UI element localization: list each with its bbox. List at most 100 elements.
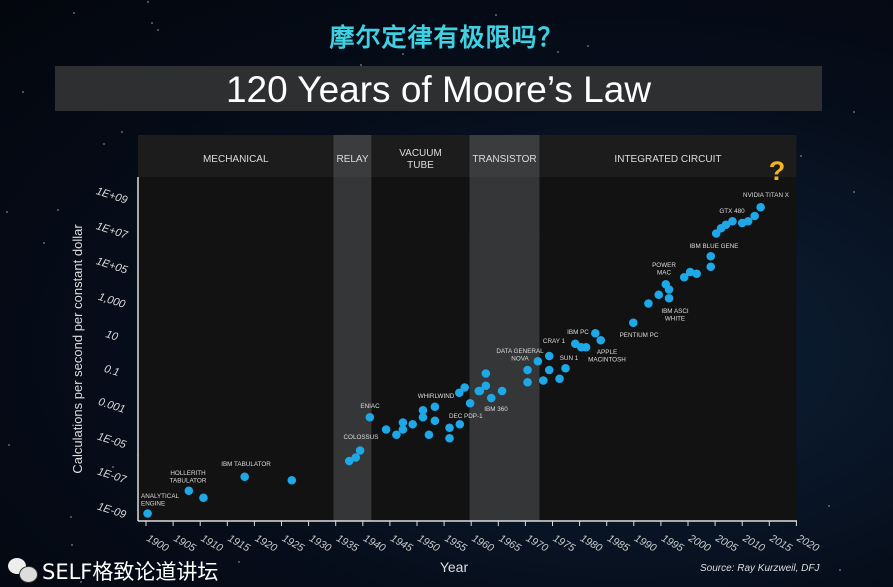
x-tick-label: 1945 — [388, 532, 414, 554]
star — [111, 465, 114, 468]
data-point — [365, 412, 375, 422]
point-annotation: IBM TABULATOR — [221, 461, 271, 468]
data-point — [418, 412, 428, 422]
data-point — [408, 419, 417, 429]
era-band — [138, 135, 334, 521]
x-tick-label: 1905 — [171, 532, 197, 554]
x-tick-label: 1930 — [307, 532, 333, 554]
data-point — [533, 356, 543, 366]
data-point — [143, 509, 152, 518]
data-point — [398, 425, 408, 434]
data-point — [692, 269, 701, 279]
point-annotation: ENGINE — [141, 501, 165, 508]
point-annotation: GTX 480 — [719, 208, 745, 215]
point-annotation: DEC PDP-1 — [449, 413, 483, 420]
data-point — [445, 433, 454, 443]
star — [800, 155, 803, 158]
era-label: RELAY — [336, 154, 368, 165]
point-annotation: SUN 1 — [560, 355, 579, 362]
star — [70, 515, 73, 518]
data-point — [706, 262, 716, 272]
x-tick-label: 2010 — [740, 532, 767, 555]
point-annotation: PENTIUM PC — [620, 332, 659, 339]
x-tick-label: 1950 — [415, 532, 441, 554]
data-point — [743, 216, 753, 226]
point-annotation: NOVA — [511, 356, 529, 363]
era-band — [539, 135, 797, 521]
data-point — [481, 381, 491, 391]
star — [71, 543, 74, 546]
star — [587, 44, 590, 47]
star — [557, 50, 560, 53]
x-tick-label: 1990 — [632, 532, 658, 554]
data-point — [728, 216, 737, 226]
y-tick-label: 10 — [104, 328, 120, 343]
star — [766, 568, 769, 571]
point-annotation: TABULATOR — [170, 478, 207, 485]
data-point — [398, 418, 408, 427]
x-tick-label: 2020 — [794, 532, 821, 555]
y-tick-label: 1E-07 — [96, 466, 128, 487]
data-point — [481, 369, 491, 378]
star — [360, 64, 363, 66]
x-tick-label: 1910 — [199, 532, 225, 554]
x-tick-label: 2015 — [767, 532, 794, 555]
era-header — [371, 135, 470, 177]
data-point — [750, 211, 759, 221]
x-tick-label: 1985 — [605, 532, 631, 554]
point-annotation: WHIRLWIND — [418, 393, 455, 400]
title-band: 120 Years of Moore’s Law — [55, 66, 822, 111]
data-point — [454, 388, 464, 398]
era-header — [138, 135, 334, 177]
x-tick-label: 1940 — [361, 532, 387, 554]
star — [402, 52, 405, 55]
data-point — [555, 374, 564, 384]
point-annotation: WHITE — [665, 316, 685, 323]
data-point — [455, 419, 465, 429]
data-point — [392, 430, 401, 440]
point-annotation: ENIAC — [360, 403, 380, 410]
data-point — [381, 425, 391, 434]
star — [852, 190, 855, 193]
data-point — [591, 328, 600, 338]
point-annotation: DATA GENERAL — [496, 348, 544, 355]
star — [103, 143, 106, 146]
data-point — [418, 405, 428, 415]
y-tick-label: 1E-09 — [96, 501, 128, 521]
point-annotation: ANALYTICAL — [141, 493, 180, 500]
point-annotation: MACINTOSH — [588, 357, 626, 364]
y-tick-label: 1E-05 — [96, 431, 128, 452]
data-point — [351, 453, 361, 462]
x-tick-label: 2000 — [686, 532, 713, 555]
x-tick-label: 1960 — [470, 532, 496, 554]
point-annotation: HOLLERITH — [170, 470, 206, 477]
star — [57, 208, 60, 211]
data-point — [664, 285, 674, 294]
data-point — [475, 386, 485, 396]
chinese-title: 摩尔定律有极限吗？ — [329, 23, 564, 52]
era-label: VACUUM — [399, 148, 442, 159]
data-point — [460, 383, 469, 392]
y-tick-label: 1,000 — [97, 291, 128, 311]
x-tick-label: 1955 — [442, 532, 468, 554]
era-band — [371, 135, 470, 521]
point-annotation: IBM ASCI — [661, 308, 689, 315]
y-tick-label: 1E+05 — [95, 255, 130, 277]
point-annotation: APPLE — [597, 349, 617, 356]
y-axis-title: Calculations per second per constant dol… — [70, 224, 85, 474]
x-tick-label: 1970 — [524, 532, 550, 554]
data-point — [445, 423, 454, 433]
point-annotation: IBM PC — [567, 329, 589, 336]
wechat-icon — [8, 558, 38, 584]
star — [146, 0, 149, 3]
star — [73, 12, 76, 15]
data-point — [561, 363, 570, 373]
data-point — [424, 430, 434, 440]
data-point — [544, 365, 554, 375]
point-annotation: MAC — [657, 270, 671, 277]
y-tick-label: 1E+09 — [95, 185, 129, 206]
point-annotation: NVIDIA TITAN X — [743, 192, 790, 199]
x-axis-title: Year — [440, 559, 469, 575]
x-tick-label: 1965 — [497, 532, 523, 554]
